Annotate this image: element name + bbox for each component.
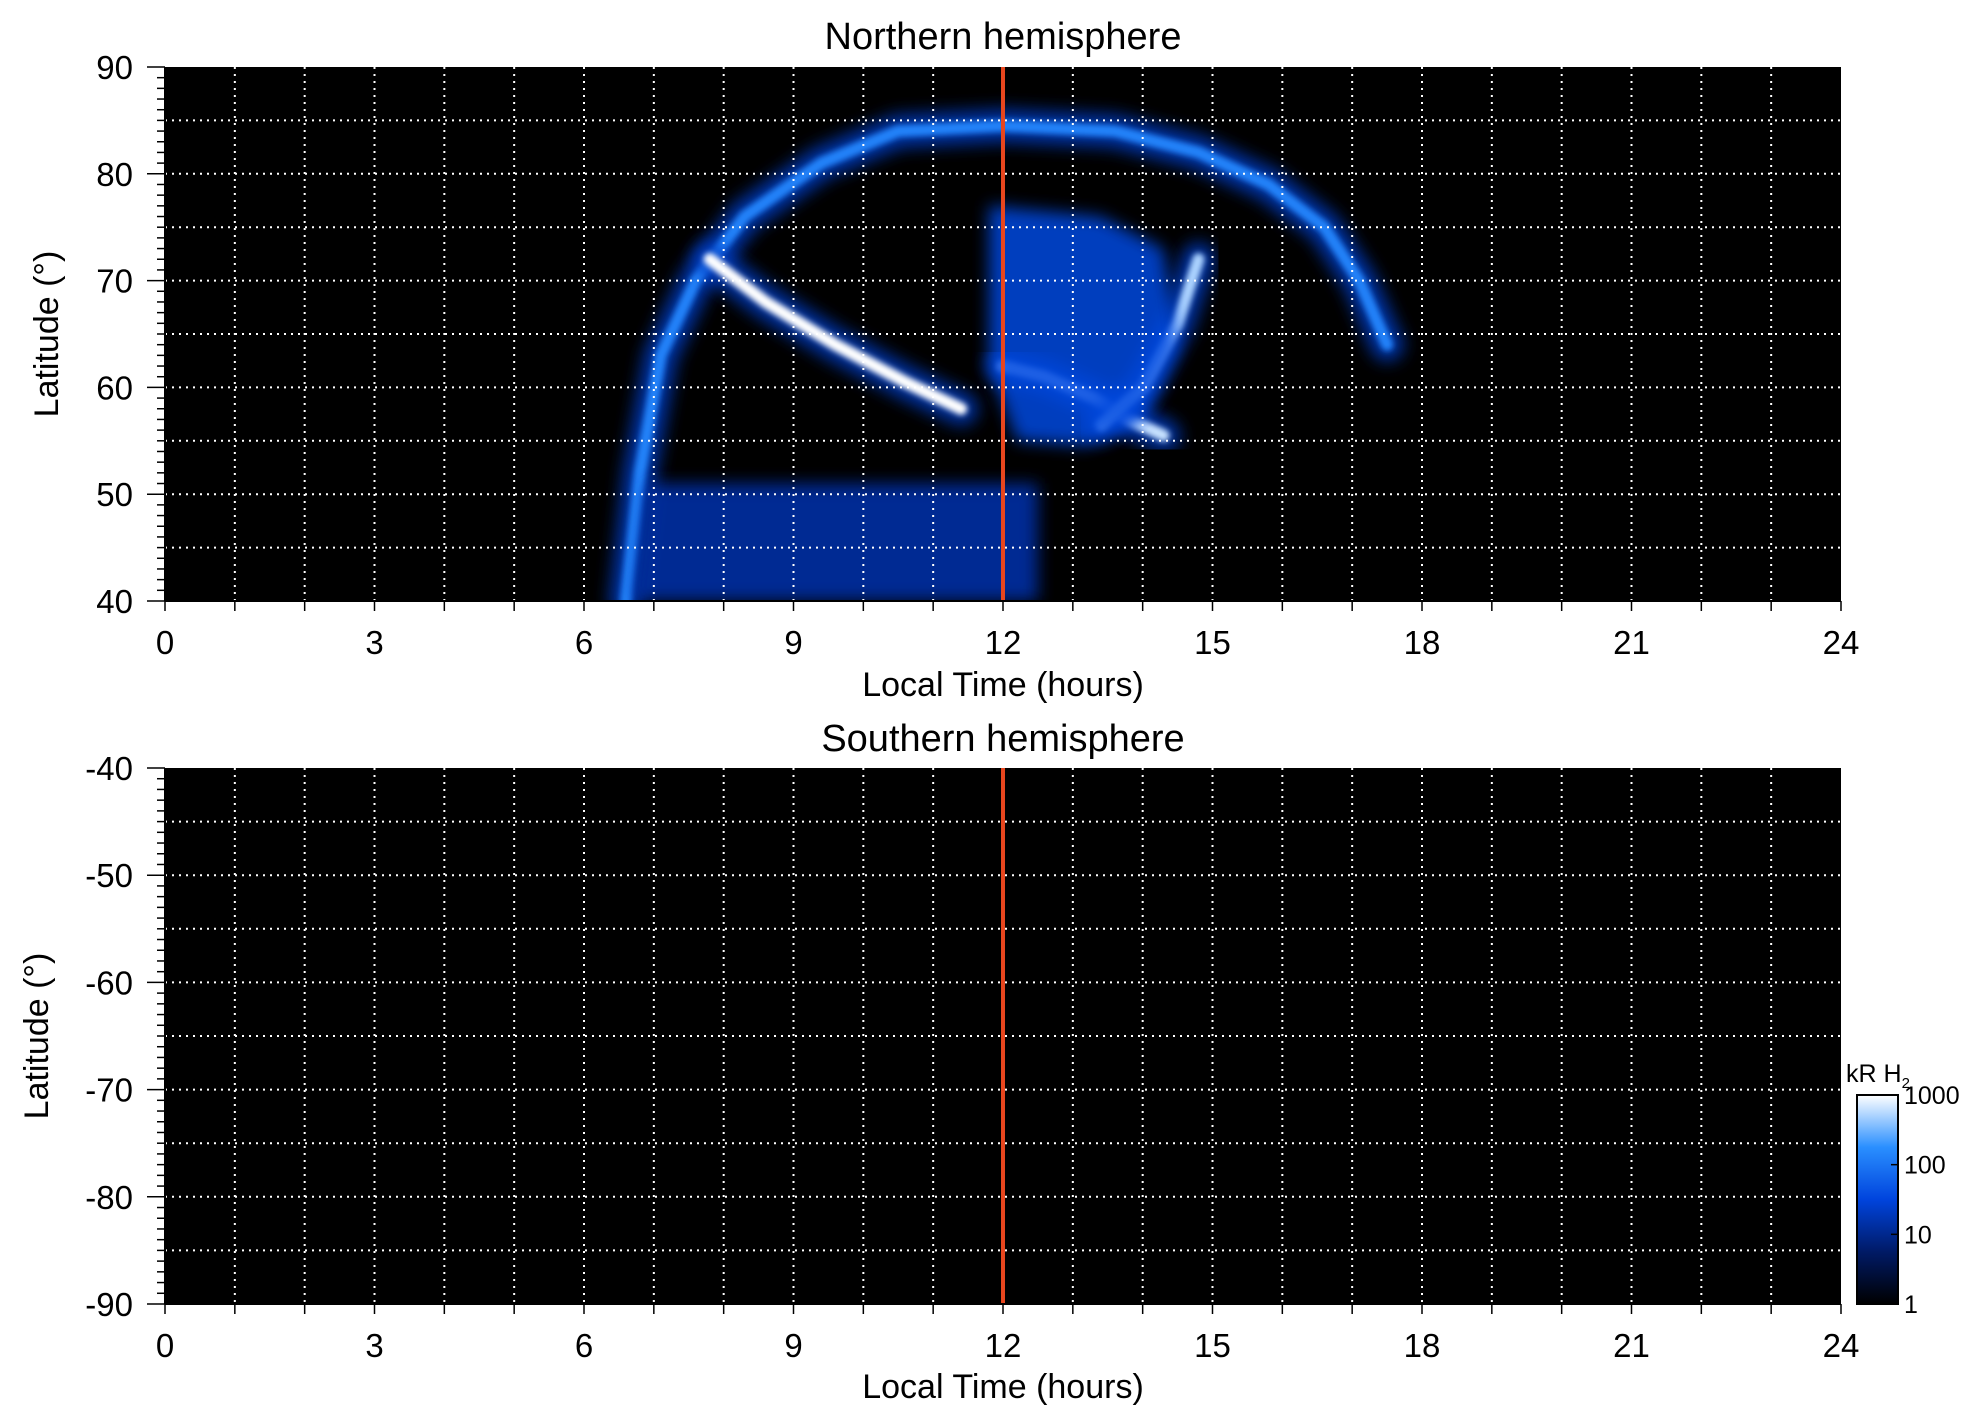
x-tick-label: 15 — [1194, 1327, 1231, 1364]
main-oval — [619, 119, 1394, 601]
colorbar-scale — [1856, 1094, 1899, 1305]
colorbar-tick-label: 1000 — [1904, 1082, 1960, 1110]
colorbar-tick-label: 100 — [1904, 1152, 1946, 1180]
y-tick-label: -70 — [85, 1072, 133, 1109]
x-tick-label: 12 — [985, 1327, 1022, 1364]
x-tick-label: 0 — [156, 1327, 174, 1364]
x-tick-label: 3 — [365, 1327, 383, 1364]
x-tick-label: 6 — [575, 1327, 593, 1364]
x-tick-label: 12 — [985, 624, 1022, 661]
y-tick-label: -40 — [85, 750, 133, 787]
panel-title: Northern hemisphere — [825, 16, 1182, 58]
y-tick-label: -80 — [85, 1179, 133, 1216]
y-tick-label: 70 — [96, 263, 133, 300]
colorbar-label: kR H2 — [1846, 1060, 1910, 1092]
x-tick-label: 21 — [1613, 624, 1650, 661]
y-tick-label: 40 — [96, 583, 133, 620]
colorbar-tick-label: 10 — [1904, 1221, 1932, 1249]
x-axis-label: Local Time (hours) — [862, 666, 1144, 704]
x-tick-label: 18 — [1404, 624, 1441, 661]
y-tick-label: 50 — [96, 476, 133, 513]
x-tick-label: 0 — [156, 624, 174, 661]
y-axis-label: Latitude (°) — [28, 251, 66, 418]
y-tick-label: -50 — [85, 857, 133, 894]
panel-title: Southern hemisphere — [821, 718, 1184, 760]
grid — [165, 768, 1841, 1304]
x-tick-label: 6 — [575, 624, 593, 661]
x-axis: 0 3 6 9 12 15 18 21 24 — [156, 600, 1860, 661]
y-tick-label: 80 — [96, 156, 133, 193]
x-axis: 0 3 6 9 12 15 18 21 24 — [156, 1303, 1860, 1364]
x-tick-label: 18 — [1404, 1327, 1441, 1364]
y-axis: -90 -80 -70 -60 -50 -40 — [85, 750, 166, 1323]
noon-patch — [989, 205, 1178, 447]
northern-hemisphere-panel: Northern hemisphere 40 50 60 70 80 90 0 3 6 9 12 1… — [28, 16, 1859, 704]
x-tick-label: 21 — [1613, 1327, 1650, 1364]
x-axis-label: Local Time (hours) — [862, 1368, 1144, 1406]
colorbar: kR H2 1 10 100 1000 — [1846, 1060, 1960, 1319]
y-tick-label: 90 — [96, 49, 133, 86]
x-tick-label: 9 — [784, 624, 802, 661]
x-tick-label: 24 — [1823, 624, 1860, 661]
colorbar-ticks: 1 10 100 1000 — [1891, 1082, 1960, 1319]
southern-hemisphere-panel: Southern hemisphere -90 -80 -70 -60 -50 -40 0… — [18, 718, 1859, 1406]
colorbar-tick-label: 1 — [1904, 1291, 1918, 1319]
y-tick-label: -60 — [85, 964, 133, 1001]
x-tick-label: 9 — [784, 1327, 802, 1364]
x-tick-label: 3 — [365, 624, 383, 661]
y-tick-label: 60 — [96, 369, 133, 406]
y-tick-label: -90 — [85, 1286, 133, 1323]
x-tick-label: 24 — [1823, 1327, 1860, 1364]
noise-band — [632, 483, 1038, 601]
x-tick-label: 15 — [1194, 624, 1231, 661]
y-axis-label: Latitude (°) — [18, 953, 56, 1120]
y-axis: 40 50 60 70 80 90 — [96, 49, 166, 620]
aurora-emission — [608, 108, 1405, 601]
arc-dawn — [703, 253, 968, 415]
